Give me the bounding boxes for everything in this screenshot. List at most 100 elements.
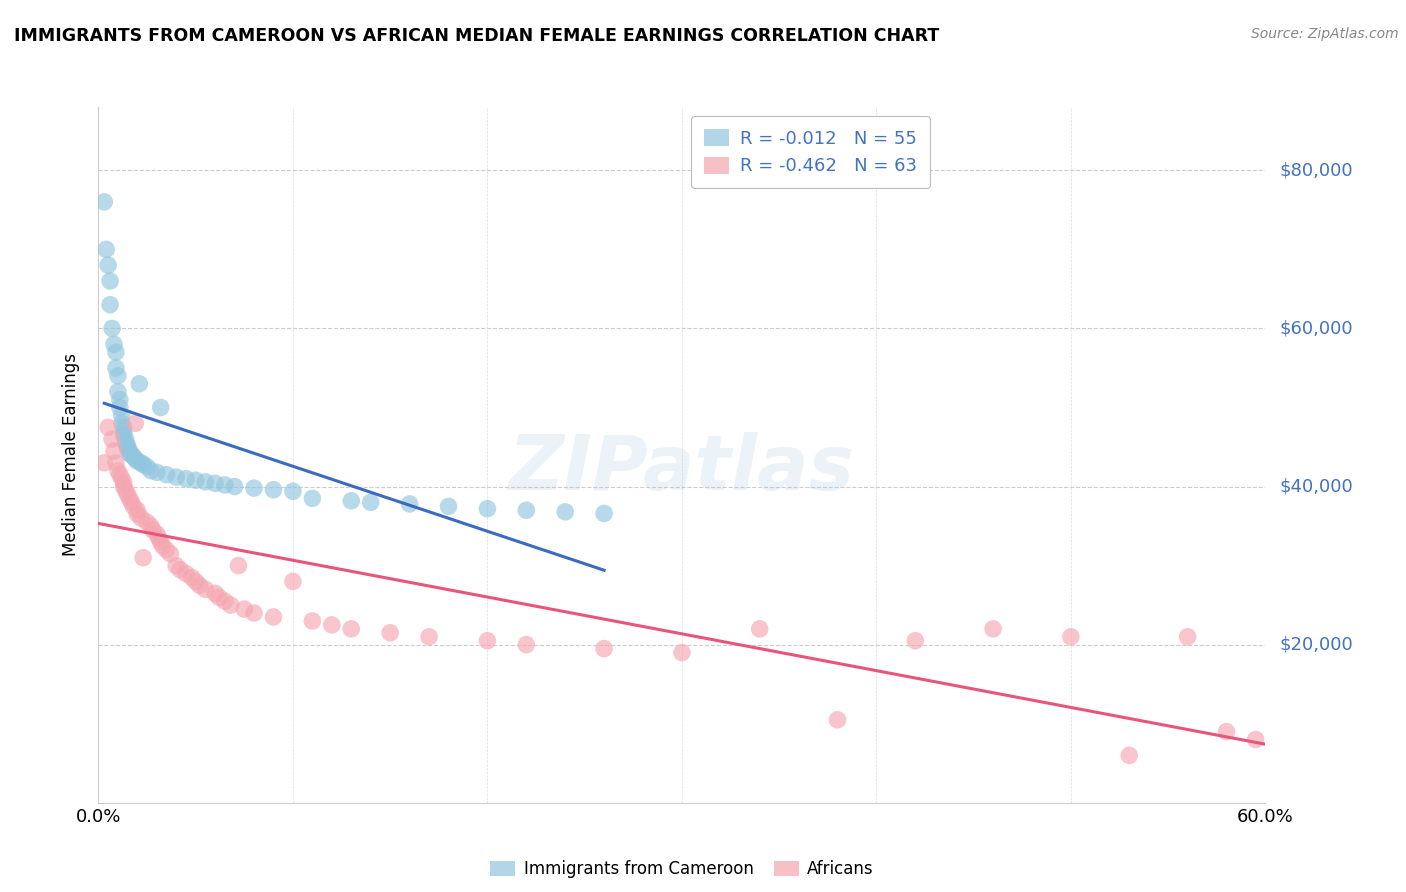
Point	[281, 484, 304, 499]
Point	[477, 633, 499, 648]
Point	[1060, 630, 1083, 644]
Y-axis label: Median Female Earnings: Median Female Earnings	[62, 353, 80, 557]
Point	[165, 470, 187, 484]
Point	[112, 424, 135, 438]
Point	[128, 376, 150, 391]
Point	[112, 428, 135, 442]
Point	[122, 450, 145, 464]
Point	[169, 563, 191, 577]
Point	[132, 550, 155, 565]
Point	[262, 483, 284, 497]
Point	[117, 438, 139, 452]
Text: IMMIGRANTS FROM CAMEROON VS AFRICAN MEDIAN FEMALE EARNINGS CORRELATION CHART: IMMIGRANTS FROM CAMEROON VS AFRICAN MEDI…	[14, 27, 939, 45]
Point	[104, 361, 127, 376]
Point	[194, 582, 217, 597]
Point	[148, 531, 170, 545]
Point	[97, 420, 120, 434]
Point	[107, 368, 129, 383]
Point	[152, 539, 174, 553]
Point	[103, 337, 125, 351]
Text: $20,000: $20,000	[1279, 636, 1353, 654]
Text: $60,000: $60,000	[1279, 319, 1353, 337]
Point	[208, 591, 231, 605]
Point	[981, 622, 1004, 636]
Point	[108, 467, 131, 482]
Point	[149, 535, 172, 549]
Point	[827, 713, 849, 727]
Point	[146, 466, 169, 480]
Point	[554, 505, 576, 519]
Point	[671, 646, 693, 660]
Point	[124, 451, 146, 466]
Point	[104, 456, 127, 470]
Point	[219, 598, 242, 612]
Text: Source: ZipAtlas.com: Source: ZipAtlas.com	[1251, 27, 1399, 41]
Point	[165, 558, 187, 573]
Text: $80,000: $80,000	[1279, 161, 1353, 179]
Point	[118, 446, 141, 460]
Point	[139, 464, 162, 478]
Point	[188, 578, 211, 592]
Point	[124, 417, 146, 431]
Point	[224, 479, 246, 493]
Point	[114, 436, 136, 450]
Point	[96, 243, 118, 257]
Point	[477, 501, 499, 516]
Point	[101, 321, 124, 335]
Point	[904, 633, 927, 648]
Point	[243, 481, 266, 495]
Point	[233, 602, 256, 616]
Point	[360, 495, 382, 509]
Point	[104, 345, 127, 359]
Text: ZIPatlas: ZIPatlas	[509, 432, 855, 506]
Point	[108, 392, 131, 407]
Point	[108, 401, 131, 415]
Point	[127, 454, 149, 468]
Point	[321, 618, 343, 632]
Point	[515, 638, 537, 652]
Point	[262, 610, 284, 624]
Point	[139, 519, 162, 533]
Point	[155, 467, 177, 482]
Point	[98, 298, 121, 312]
Point	[129, 511, 152, 525]
Point	[114, 483, 136, 498]
Point	[117, 487, 139, 501]
Legend: Immigrants from Cameroon, Africans: Immigrants from Cameroon, Africans	[484, 854, 880, 885]
Point	[114, 432, 136, 446]
Point	[180, 570, 202, 584]
Point	[146, 527, 169, 541]
Point	[121, 495, 143, 509]
Point	[136, 459, 159, 474]
Point	[129, 456, 152, 470]
Point	[301, 614, 323, 628]
Point	[127, 503, 149, 517]
Point	[204, 476, 226, 491]
Point	[1244, 732, 1267, 747]
Point	[204, 586, 226, 600]
Point	[112, 475, 135, 490]
Point	[97, 258, 120, 272]
Point	[132, 458, 155, 472]
Point	[748, 622, 770, 636]
Point	[1215, 724, 1237, 739]
Point	[174, 472, 197, 486]
Point	[340, 493, 363, 508]
Point	[378, 625, 402, 640]
Point	[122, 500, 145, 514]
Point	[98, 274, 121, 288]
Text: $40,000: $40,000	[1279, 477, 1353, 496]
Point	[1118, 748, 1140, 763]
Point	[103, 444, 125, 458]
Point	[93, 456, 115, 470]
Point	[149, 401, 172, 415]
Point	[243, 606, 266, 620]
Point	[1177, 630, 1199, 644]
Point	[111, 417, 134, 431]
Point	[107, 384, 129, 399]
Point	[112, 420, 135, 434]
Point	[593, 507, 616, 521]
Point	[194, 475, 217, 489]
Point	[593, 641, 616, 656]
Point	[437, 500, 460, 514]
